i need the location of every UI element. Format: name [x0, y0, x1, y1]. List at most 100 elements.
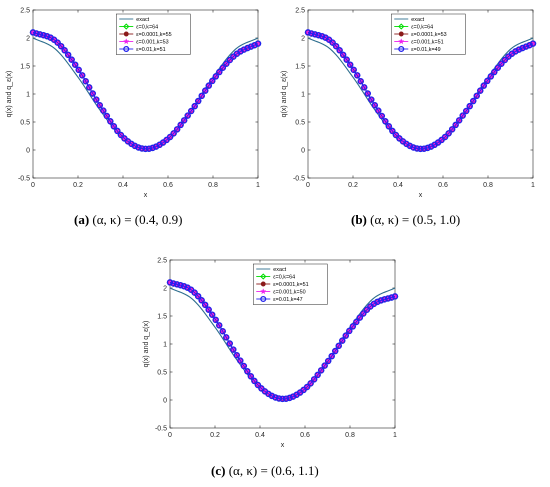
- data-point: [282, 395, 290, 402]
- caption-b: (b) (α, κ) = (0.5, 1.0): [351, 212, 460, 228]
- legend-entry: ε=0,k=64: [411, 25, 433, 31]
- data-point: [343, 56, 350, 63]
- data-point: [384, 295, 392, 302]
- y-tick-label: 2: [301, 36, 305, 43]
- data-point: [219, 64, 227, 72]
- data-point: [357, 78, 364, 85]
- data-point: [477, 87, 484, 94]
- legend-marker: [398, 31, 404, 37]
- data-point: [177, 121, 184, 129]
- data-point: [424, 144, 431, 152]
- x-tick-label: 0.4: [255, 432, 265, 439]
- legend-marker: [260, 273, 267, 280]
- data-point: [339, 51, 347, 59]
- y-axis-label: q(x) and q_ε(x): [6, 71, 13, 118]
- x-axis-label: x: [144, 192, 148, 199]
- y-tick-label: 0: [163, 398, 167, 405]
- data-point: [272, 394, 279, 401]
- caption-c-tag: (c): [211, 463, 226, 478]
- data-point: [391, 293, 399, 300]
- data-point: [417, 145, 424, 153]
- data-point: [275, 395, 283, 402]
- data-point: [244, 368, 251, 375]
- y-tick-label: -0.5: [155, 426, 167, 433]
- legend-marker: [260, 281, 266, 287]
- data-point: [64, 51, 72, 59]
- legend-entry: ε=0.01,k=47: [273, 297, 302, 303]
- data-point: [455, 117, 463, 124]
- y-tick-label: 2.5: [295, 8, 305, 15]
- caption-a: (a) (α, κ) = (0.4, 0.9): [74, 212, 182, 228]
- data-point: [487, 73, 495, 80]
- data-point: [318, 32, 326, 40]
- data-point: [237, 357, 244, 364]
- legend-entry: exact: [273, 267, 286, 273]
- data-point: [371, 101, 379, 109]
- data-point: [441, 133, 449, 141]
- data-point: [353, 72, 361, 79]
- x-tick-label: 0.8: [483, 182, 493, 189]
- data-point: [346, 61, 354, 68]
- data-point: [353, 318, 360, 326]
- x-tick-label: 0.6: [300, 432, 310, 439]
- data-point: [448, 126, 456, 133]
- data-point: [93, 96, 100, 103]
- y-tick-label: 1.5: [295, 64, 305, 71]
- data-point: [54, 39, 61, 46]
- x-tick-label: 0.4: [118, 182, 128, 189]
- data-point: [279, 395, 286, 403]
- data-point: [382, 118, 389, 125]
- legend-marker: [398, 38, 405, 45]
- data-point: [215, 322, 223, 329]
- data-point: [57, 42, 65, 50]
- legend-entry: ε=0.001,k=53: [136, 40, 168, 46]
- data-point: [491, 68, 498, 76]
- y-tick-label: 0.5: [20, 120, 30, 127]
- data-point: [173, 126, 181, 133]
- legend-marker: [398, 23, 405, 30]
- x-tick-label: 1: [531, 182, 535, 189]
- data-point: [198, 92, 205, 100]
- data-point: [240, 46, 248, 53]
- data-point: [43, 32, 51, 40]
- data-point: [254, 40, 262, 47]
- caption-a-text: (α, κ) = (0.4, 0.9): [92, 212, 183, 227]
- data-point: [307, 380, 314, 387]
- data-point: [406, 142, 414, 150]
- y-tick-label: 2.5: [20, 8, 30, 15]
- data-point: [363, 306, 371, 314]
- data-point: [332, 42, 340, 50]
- caption-a-tag: (a): [74, 212, 90, 227]
- chart-b-svg: 0 0.2 0.4 0.6 0.8 1-0.500.511.522.5xq(x) and …: [281, 8, 537, 199]
- legend-marker: [123, 38, 130, 45]
- data-point: [378, 112, 386, 120]
- data-point: [177, 281, 184, 289]
- data-point: [117, 131, 125, 139]
- legend: exact ε=0,k=64ε=0.0001,k=53 ε=0.001,k=51ε=…: [391, 13, 466, 55]
- data-point: [381, 296, 388, 303]
- legend-marker: [123, 23, 130, 30]
- series-4: [304, 29, 537, 153]
- data-point: [247, 373, 255, 380]
- legend-marker: [260, 288, 267, 295]
- data-point: [191, 102, 198, 110]
- x-tick-label: 0.2: [210, 432, 220, 439]
- x-tick-label: 1: [393, 432, 397, 439]
- data-point: [33, 30, 40, 37]
- y-tick-label: 1: [301, 92, 305, 99]
- series-4: [166, 279, 399, 403]
- data-point: [166, 279, 174, 286]
- series-line: [32, 31, 259, 150]
- y-tick-label: 1: [26, 92, 30, 99]
- chart-panel-a: 0 0.2 0.4 0.6 0.8 1 -0.5 0 0.5 1 1.5 2 2.5 x q(x) and …: [0, 0, 275, 240]
- legend-marker: [123, 31, 129, 37]
- data-point: [194, 292, 202, 300]
- data-point: [145, 145, 153, 152]
- y-tick-label: 0.5: [295, 120, 305, 127]
- data-point: [494, 64, 502, 72]
- data-point: [110, 123, 118, 130]
- data-point: [413, 145, 421, 152]
- data-point: [308, 30, 315, 37]
- legend-marker: [123, 45, 130, 53]
- caption-b-tag: (b): [351, 212, 367, 227]
